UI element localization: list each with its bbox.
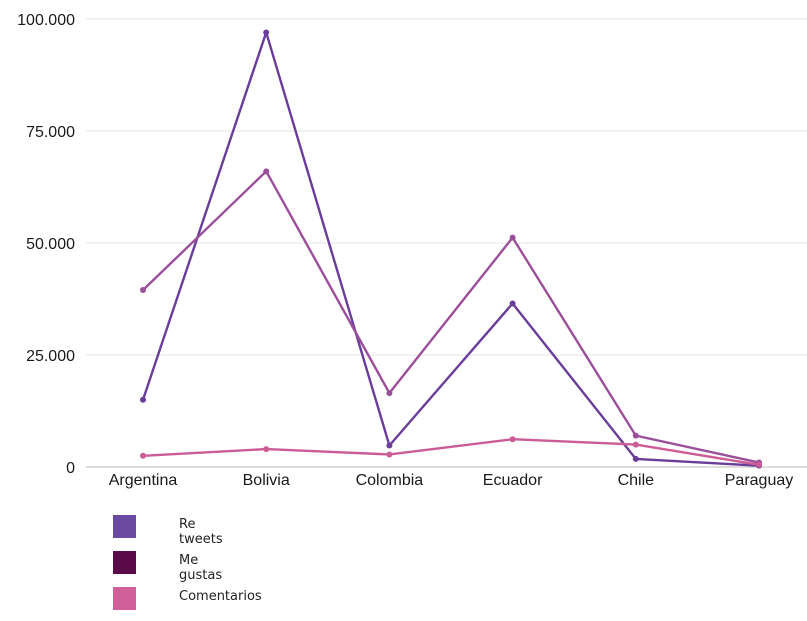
data-point[interactable] [263,168,270,175]
gridlines [86,18,807,468]
legend-swatch [113,587,136,610]
legend-label: Re tweets [179,517,223,547]
line-chart: 0 25.000 50.000 75.000 100.000 Argentina Boli… [17,12,807,489]
x-tick-label: Ecuador [483,472,543,489]
data-point[interactable] [509,300,516,307]
x-tick-label: Argentina [109,472,178,489]
data-point[interactable] [263,446,270,453]
data-point[interactable] [632,441,639,448]
data-point[interactable] [632,455,639,462]
x-tick-label: Chile [618,472,655,489]
series-line [141,31,761,467]
x-tick-label: Paraguay [725,472,794,489]
data-point[interactable] [756,461,762,468]
series-line [141,170,761,464]
y-tick-label: 100.000 [17,12,75,29]
y-axis-tick-labels: 0 25.000 50.000 75.000 100.000 [17,12,75,477]
data-point[interactable] [632,432,639,439]
data-point[interactable] [140,287,146,294]
legend-swatch [113,551,136,574]
data-point[interactable] [509,436,516,443]
legend-swatch [113,515,136,538]
x-tick-label: Bolivia [243,472,290,489]
data-point[interactable] [386,451,393,458]
data-point[interactable] [263,29,270,36]
data-point[interactable] [386,390,393,397]
series-points [140,29,762,469]
y-tick-label: 25.000 [26,348,75,365]
legend-label: Comentarios [179,589,262,604]
y-tick-label: 75.000 [26,124,75,141]
legend-label: Me gustas [179,553,223,583]
data-point[interactable] [140,452,146,459]
series-line [141,438,761,466]
y-tick-label: 0 [66,460,75,477]
x-tick-label: Colombia [356,472,424,489]
data-point[interactable] [386,442,393,449]
series-lines [141,31,761,467]
y-tick-label: 50.000 [26,236,75,253]
x-axis-tick-labels: Argentina Bolivia Colombia Ecuador Chile Para… [109,472,794,489]
data-point[interactable] [509,234,516,241]
data-point[interactable] [140,396,146,403]
